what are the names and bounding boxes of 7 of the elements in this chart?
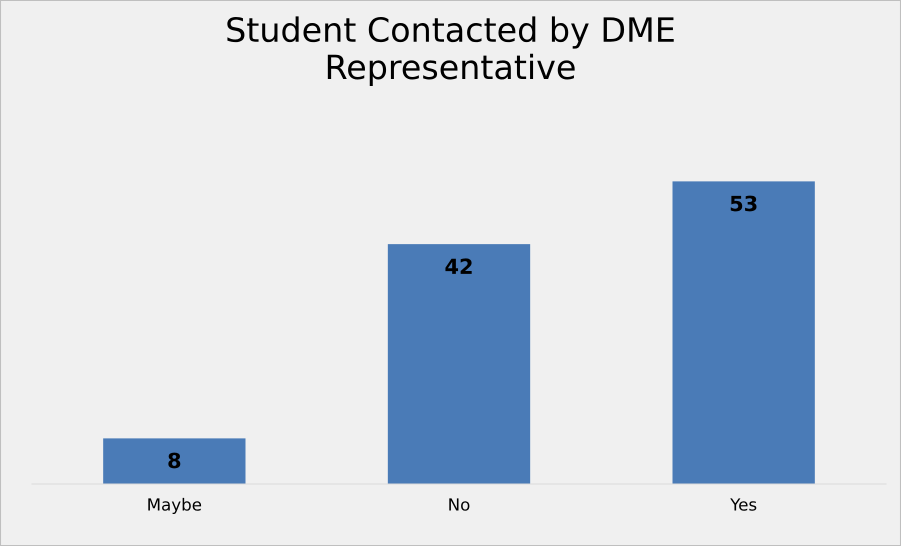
- data-label: 42: [445, 258, 472, 274]
- x-tick-label: Maybe: [148, 498, 202, 514]
- data-label: 8: [168, 452, 180, 468]
- data-label: 53: [730, 196, 757, 212]
- x-tick-label: Yes: [730, 498, 756, 511]
- x-tick-label: No: [449, 498, 470, 511]
- chart-title: Student Contacted by DME Representative: [227, 16, 674, 86]
